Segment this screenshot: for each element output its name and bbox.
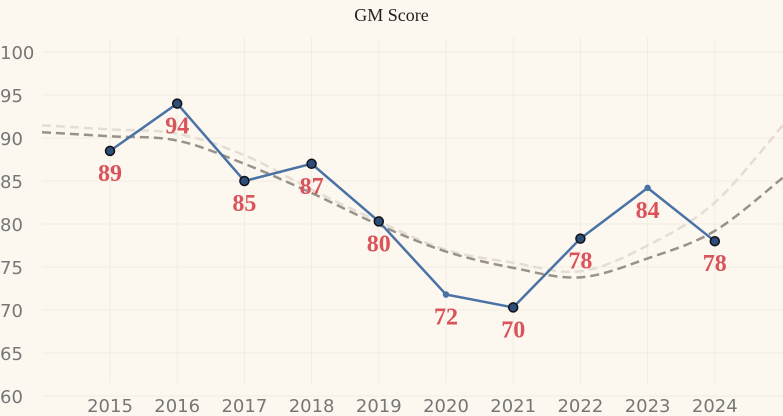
x-tick-label: 2023 <box>625 396 671 416</box>
trendline <box>41 130 783 279</box>
data-point <box>239 175 250 187</box>
y-tick-label: 65 <box>0 344 23 365</box>
y-tick-label: 70 <box>0 301 23 322</box>
y-tick-label: 95 <box>0 86 23 107</box>
data-label: 70 <box>501 317 525 343</box>
data-point <box>575 233 586 244</box>
data-label: 80 <box>367 231 391 257</box>
y-tick-label: 80 <box>0 215 23 236</box>
x-tick-label: 2022 <box>557 396 603 416</box>
y-tick-label: 85 <box>0 172 23 193</box>
x-tick-label: 2019 <box>356 396 402 416</box>
data-point <box>442 291 450 298</box>
data-label: 72 <box>434 305 458 331</box>
data-point <box>104 145 116 157</box>
x-tick-label: 2024 <box>692 396 738 416</box>
x-tick-label: 2017 <box>221 396 267 416</box>
series-line <box>109 101 716 309</box>
data-label: 87 <box>300 174 324 200</box>
x-tick-label: 2021 <box>490 396 536 416</box>
data-point <box>709 235 721 247</box>
data-point <box>373 216 385 227</box>
chart-title: GM Score <box>354 5 429 25</box>
x-tick-label: 2015 <box>87 396 133 416</box>
y-tick-label: 90 <box>0 129 23 150</box>
x-tick-label: 2016 <box>154 396 200 416</box>
y-tick-label: 75 <box>0 258 23 279</box>
data-point <box>644 184 651 192</box>
y-tick-label: 100 <box>0 43 34 64</box>
x-tick-label: 2018 <box>289 396 335 416</box>
data-point <box>171 98 183 109</box>
data-label: 78 <box>703 251 727 277</box>
data-label: 85 <box>232 191 256 217</box>
data-label: 78 <box>568 249 592 275</box>
data-label: 89 <box>98 161 122 187</box>
data-point <box>507 302 519 313</box>
trendline <box>41 124 783 274</box>
data-point <box>306 158 317 170</box>
data-label: 84 <box>636 198 660 224</box>
y-tick-label: 60 <box>0 387 23 408</box>
x-tick-label: 2020 <box>423 396 469 416</box>
data-label: 94 <box>165 114 189 140</box>
